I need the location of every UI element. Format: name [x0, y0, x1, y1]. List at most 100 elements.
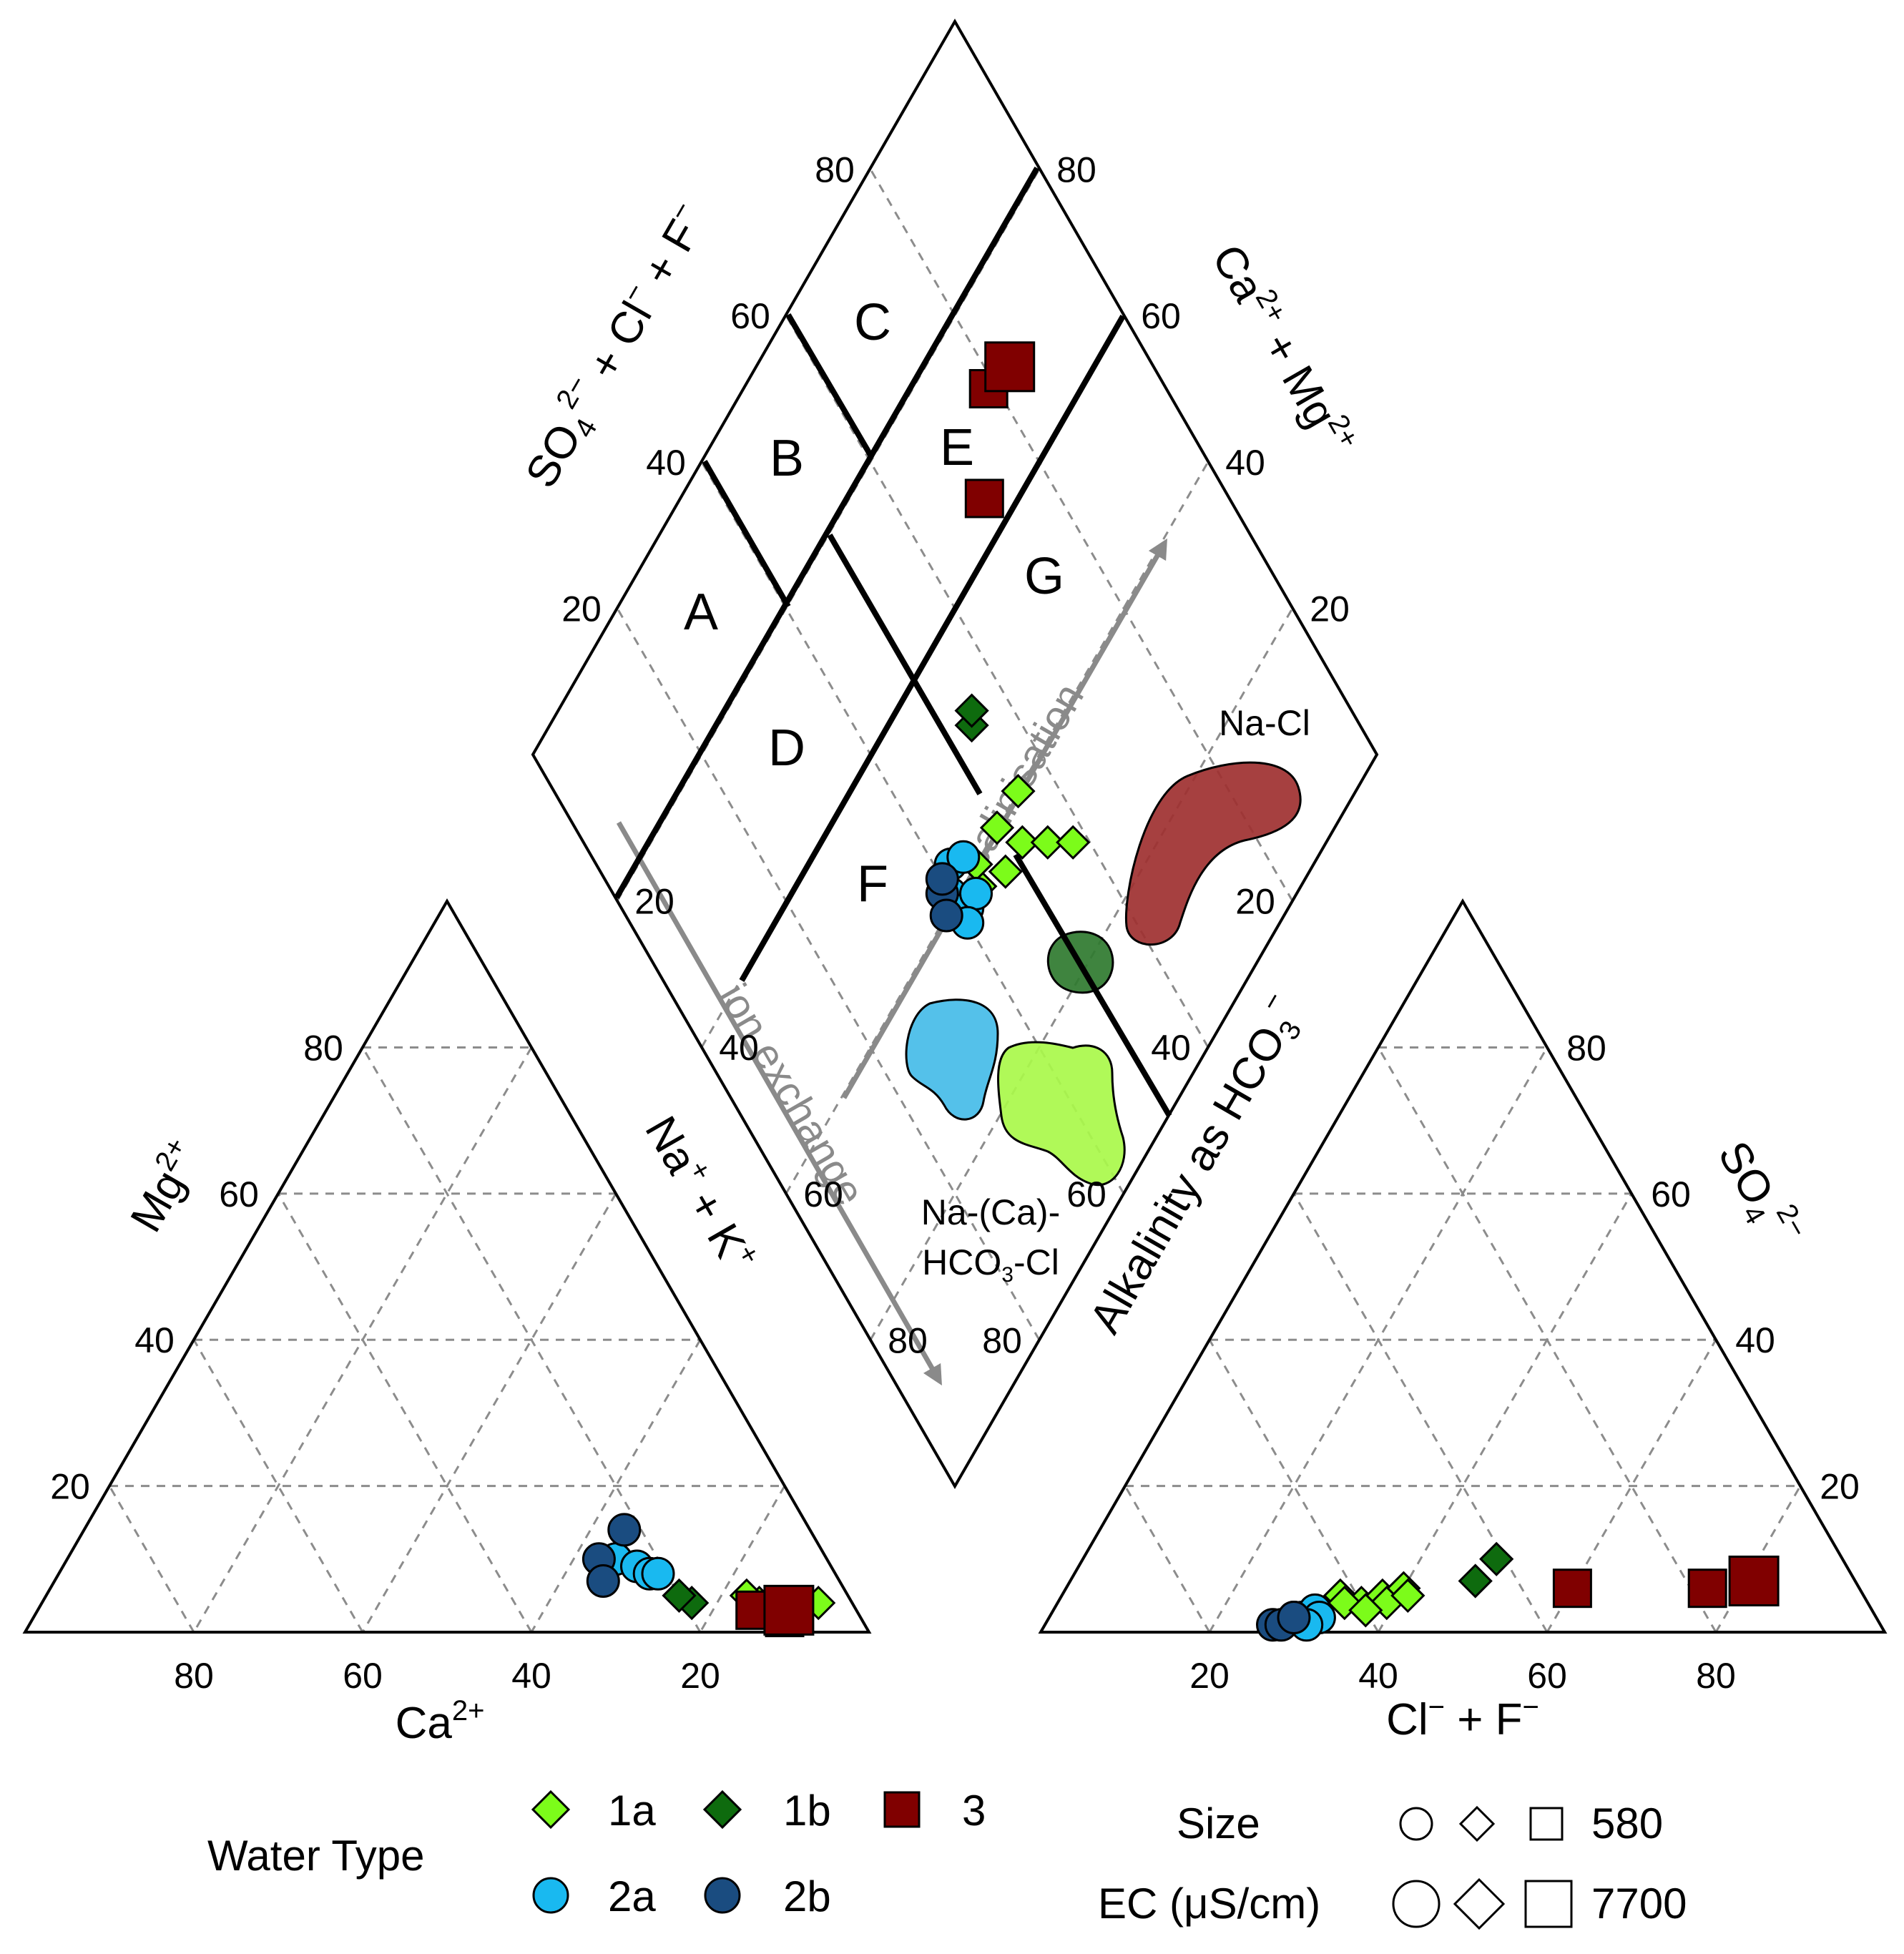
data-point-3-diamond: [984, 341, 1036, 393]
tick-label: 60: [343, 1656, 383, 1696]
tick-label: 40: [511, 1656, 551, 1696]
so4-cl-f-axis-title: SO42− + Cl− + F−: [510, 194, 721, 499]
zone-letter: F: [857, 855, 888, 913]
legend: Water Type 1a 1b 3 2a 2b Size EC (μS/cm): [207, 1787, 1687, 1930]
tick-label: 80: [303, 1028, 343, 1068]
tick-labels: 80 60 40 20 20 40 60 80 20 40 60 80 80 60 40 20 80 60 40 20…: [50, 150, 1860, 1696]
data-point-1a-diamond: [988, 854, 1023, 889]
legend-item-3: 3: [883, 1787, 986, 1835]
grid-line: [108, 1485, 195, 1633]
ca-mg-axis-title: Ca2+ + Mg2+: [1202, 235, 1365, 463]
tick-label: 80: [1566, 1028, 1606, 1068]
tick-label: 20: [680, 1656, 720, 1696]
data-point-3-anion: [1552, 1568, 1592, 1609]
tick-label: 60: [1141, 296, 1181, 336]
tick-label: 80: [815, 150, 855, 190]
na-ca-label: Na-(Ca)-: [921, 1192, 1060, 1232]
legend-marker-3: [883, 1791, 921, 1828]
tick-label: 40: [134, 1320, 175, 1360]
legend-marker-2a: [532, 1877, 569, 1914]
na-k-axis-title: Na+ + K+: [635, 1106, 766, 1280]
tick-label: 80: [888, 1320, 928, 1360]
legend-label-2b: 2b: [783, 1872, 831, 1920]
tick-label: 40: [1735, 1320, 1775, 1360]
legend-water-type-title: Water Type: [207, 1832, 424, 1880]
data-point-1a-diamond: [1001, 774, 1036, 809]
legend-size-title: Size: [1177, 1800, 1260, 1847]
data-point-2a-diamond: [959, 876, 993, 910]
legend-marker-2b: [704, 1877, 741, 1914]
data-point-1a-anion: [1348, 1593, 1383, 1628]
zone-3-highlight: [1124, 761, 1302, 946]
data-point-2b-cation: [607, 1513, 642, 1547]
legend-size-square-small: [1529, 1807, 1564, 1841]
legend-size-small: [1399, 1805, 1564, 1842]
data-points: [581, 341, 1780, 1642]
zone-letters: A B C D E F G: [684, 294, 1064, 913]
data-point-2a-cation: [641, 1556, 675, 1591]
data-point-3-anion: [1687, 1568, 1727, 1609]
grid-lines: [108, 168, 1802, 1633]
legend-item-2a: 2a: [532, 1872, 656, 1920]
tick-label: 20: [561, 589, 602, 629]
legend-label-3: 3: [962, 1787, 986, 1835]
tick-label: 60: [219, 1174, 259, 1214]
tick-label: 60: [730, 296, 770, 336]
data-point-3-cation: [763, 1584, 815, 1636]
zone-1a-highlight: [997, 1041, 1126, 1187]
diamond-outline: [531, 18, 1379, 1490]
tick-label: 20: [1189, 1656, 1230, 1696]
grid-line: [1377, 1193, 1633, 1633]
na-cl-label: Na-Cl: [1219, 703, 1310, 743]
zone-letter: D: [768, 720, 805, 777]
grid-line: [699, 1485, 786, 1633]
tick-label: 40: [719, 1028, 759, 1068]
grid-line: [1292, 1193, 1549, 1633]
so4-axis-title: SO42−: [1704, 1129, 1813, 1257]
tick-label: 60: [803, 1174, 843, 1214]
legend-item-1b: 1b: [702, 1787, 831, 1835]
data-point-1a-diamond: [979, 810, 1015, 845]
tick-label: 80: [1696, 1656, 1736, 1696]
data-point-2a-diamond: [946, 840, 981, 874]
data-point-2b-diamond: [925, 862, 959, 896]
legend-label-2a: 2a: [608, 1872, 656, 1920]
data-point-1a-diamond: [1005, 825, 1040, 860]
legend-size-diamond-small: [1458, 1805, 1496, 1842]
legend-marker-1b: [702, 1789, 742, 1830]
tick-label: 80: [174, 1656, 214, 1696]
zone-letter: A: [684, 584, 718, 641]
data-point-1a-diamond: [1056, 825, 1091, 860]
ion-exchange-arrow: [616, 821, 942, 1386]
tick-label: 40: [646, 443, 686, 483]
legend-size-large: [1392, 1877, 1573, 1930]
zone-2-highlight: [905, 998, 999, 1121]
legend-item-2b: 2b: [704, 1872, 831, 1920]
tick-label: 20: [1820, 1467, 1860, 1507]
data-point-1b-anion: [1479, 1541, 1514, 1576]
data-point-1b-diamond: [954, 693, 989, 728]
zone-boundaries: [614, 167, 1172, 1118]
tick-label: 60: [1066, 1174, 1106, 1214]
legend-size-square-large: [1524, 1880, 1573, 1928]
grid-line: [361, 1193, 617, 1633]
tick-label: 80: [1056, 150, 1096, 190]
tick-label: 60: [1527, 1656, 1567, 1696]
legend-size-min-label: 580: [1591, 1800, 1663, 1847]
zone-letter: B: [770, 430, 804, 487]
outlines: [22, 18, 1888, 1634]
ca-axis-title: Ca2+: [396, 1695, 485, 1748]
hco3-cl-label: HCO3-Cl: [922, 1242, 1059, 1287]
legend-size-circle-large: [1392, 1880, 1441, 1928]
legend-size-max-label: 7700: [1591, 1880, 1687, 1928]
legend-item-1a: 1a: [531, 1787, 656, 1835]
zone-letter: E: [940, 419, 974, 476]
tick-label: 80: [982, 1320, 1022, 1360]
tick-label: 20: [50, 1467, 90, 1507]
data-point-3-diamond: [964, 478, 1004, 519]
mg-axis-title: Mg2+: [118, 1132, 211, 1240]
region-labels: Na-Cl Na-(Ca)- HCO3-Cl: [921, 703, 1310, 1287]
data-point-2b-cation: [586, 1563, 620, 1598]
cation-triangle-outline: [22, 898, 872, 1634]
data-point-2b-anion: [1277, 1601, 1311, 1635]
